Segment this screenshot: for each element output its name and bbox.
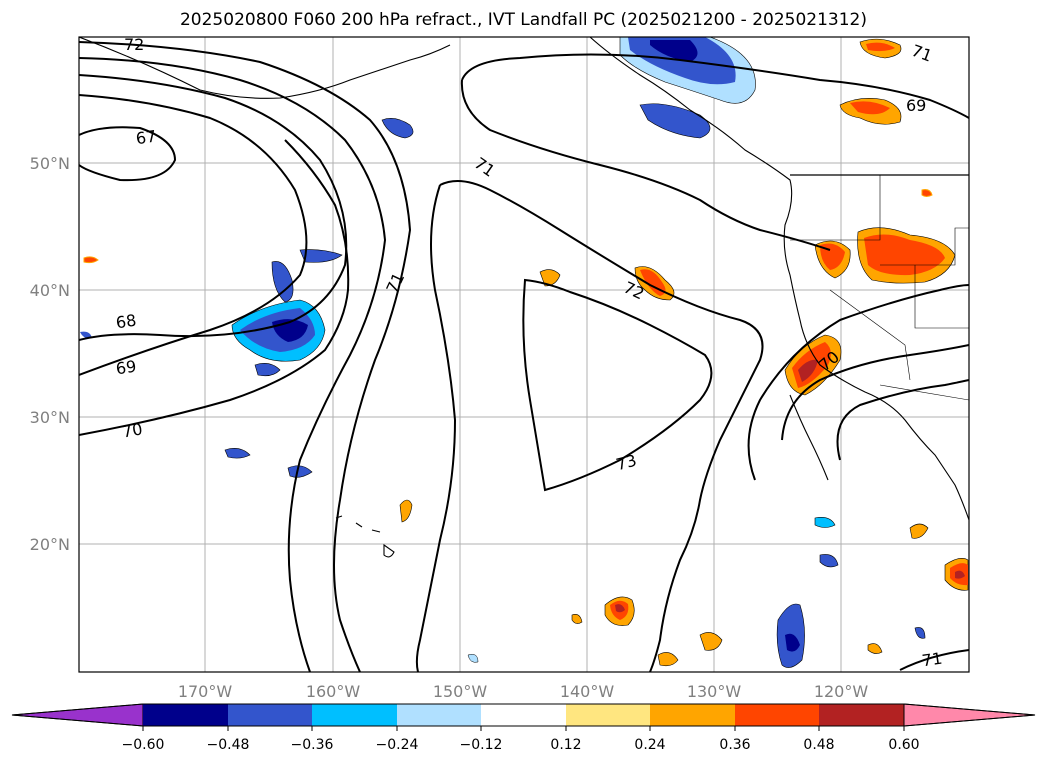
contour-label: 72 — [124, 35, 144, 54]
contour-label: 73 — [614, 451, 639, 475]
contour-label: 69 — [115, 357, 138, 379]
colorbar-under-extension — [11, 703, 144, 727]
colorbar-over-extension — [903, 703, 1036, 727]
positive-ivt-shading — [83, 38, 969, 667]
gridlines — [79, 37, 969, 672]
contour-label: 69 — [906, 96, 926, 115]
lon-label: 170°W — [178, 682, 233, 701]
colorbar-tick-label: 0.24 — [634, 737, 665, 753]
contour-label: 68 — [115, 311, 138, 333]
colorbar-bin — [819, 704, 904, 726]
lon-label: 120°W — [814, 682, 869, 701]
colorbar-tick-label: 0.36 — [719, 737, 750, 753]
contour-label: 70 — [121, 419, 144, 441]
colorbar-bin — [481, 704, 566, 726]
lat-label: 20°N — [30, 535, 70, 554]
lon-label: 140°W — [560, 682, 615, 701]
colorbar-tick-label: −0.12 — [460, 737, 503, 753]
lat-label: 40°N — [30, 281, 70, 300]
state-borders — [790, 175, 969, 401]
colorbar-tick-label: 0.12 — [550, 737, 581, 753]
colorbar-bin — [735, 704, 819, 726]
colorbar-tick-label: −0.60 — [122, 737, 165, 753]
lat-label: 30°N — [30, 408, 70, 427]
colorbar-tick-marks — [142, 726, 905, 731]
colorbar-tick-label: −0.24 — [376, 737, 419, 753]
map-title: 2025020800 F060 200 hPa refract., IVT La… — [179, 10, 867, 30]
colorbar-bin — [228, 704, 312, 726]
coastlines — [79, 37, 969, 558]
lon-label: 130°W — [687, 682, 742, 701]
lon-label: 150°W — [433, 682, 488, 701]
plot-frame — [78, 36, 970, 673]
lon-label: 160°W — [306, 682, 361, 701]
colorbar-bin — [397, 704, 481, 726]
colorbar-tick-label: 0.48 — [803, 737, 834, 753]
colorbar-tick-label: −0.36 — [291, 737, 334, 753]
longitude-labels: 170°W 160°W 150°W 140°W 130°W 120°W — [178, 682, 869, 701]
latitude-labels: 50°N 40°N 30°N 20°N — [30, 154, 70, 554]
colorbar-bin — [312, 704, 397, 726]
contour-label: 67 — [135, 127, 158, 149]
lat-label: 50°N — [30, 154, 70, 173]
colorbar-tick-label: −0.48 — [207, 737, 250, 753]
contour-label: 71 — [921, 649, 944, 671]
colorbar-bin — [566, 704, 650, 726]
refractivity-contours — [79, 41, 969, 672]
colorbar-bin — [143, 704, 228, 726]
colorbar-bin — [650, 704, 735, 726]
colorbar-tick-label: 0.60 — [888, 737, 919, 753]
colorbar: −0.60 −0.48 −0.36 −0.24 −0.12 0.12 0.24 … — [11, 703, 1036, 753]
